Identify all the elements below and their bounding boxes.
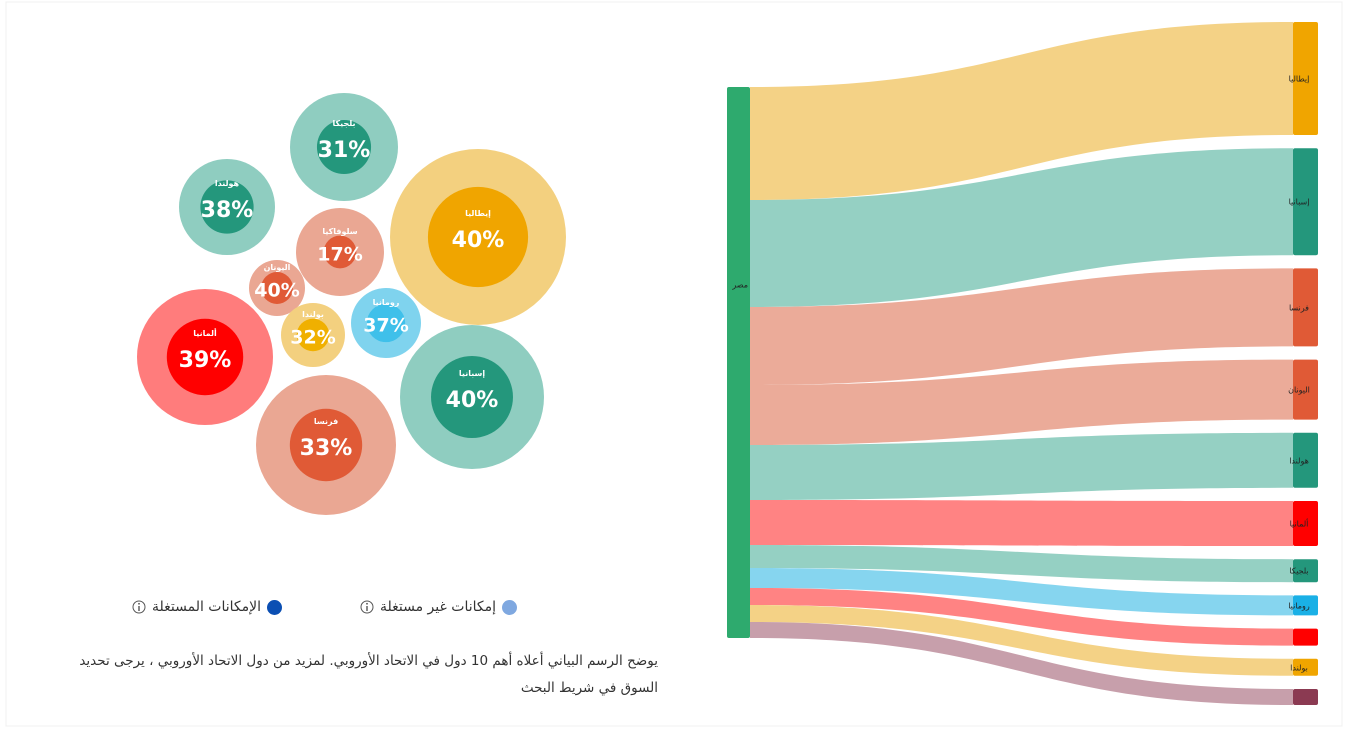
bubble-value-label: 33% — [300, 436, 353, 461]
sankey-node-label: فرنسا — [1289, 303, 1309, 312]
bubble-name: فرنسا — [314, 417, 338, 426]
legend-dot — [267, 599, 283, 615]
bubble-inner — [431, 356, 513, 438]
legend-label: إمكانات غير مستغلة — [380, 599, 497, 615]
bubble-value-label: 40% — [446, 388, 499, 413]
bubble-inner — [427, 186, 529, 288]
sankey-link — [750, 500, 1293, 546]
bubble-value-label: 40% — [254, 280, 299, 302]
sankey-node — [1293, 359, 1318, 420]
sankey-node — [727, 87, 750, 638]
legend-dot — [502, 599, 518, 615]
sankey-node — [1293, 22, 1318, 135]
sankey-link — [750, 22, 1293, 200]
sankey-link — [750, 622, 1293, 705]
sankey-node-label: اليونان — [1288, 386, 1310, 395]
sankey-node-label: هولندا — [1289, 456, 1309, 465]
bubble-name: هولندا — [215, 179, 240, 188]
sankey-link — [750, 148, 1293, 307]
legend-label: الإمكانات المستغلة — [152, 599, 262, 615]
bubble-value-label: 37% — [363, 315, 408, 337]
bubble-name: بولندا — [302, 310, 324, 319]
bubble-value-label: 38% — [201, 198, 254, 223]
sankey-node — [1293, 595, 1318, 616]
bubble-inner — [200, 180, 254, 234]
bubble-value-label: 40% — [452, 228, 505, 253]
bubble-name: إيطاليا — [465, 209, 491, 218]
bubble-name: ألمانيا — [193, 328, 217, 338]
sankey-link — [750, 588, 1293, 646]
sankey-node — [1293, 148, 1318, 256]
sankey-node — [1293, 658, 1318, 676]
info-icon[interactable] — [132, 600, 146, 614]
legend-item[interactable]: الإمكانات المستغلة — [132, 596, 283, 618]
legend-item[interactable]: إمكانات غير مستغلة — [360, 596, 518, 618]
bubble-inner — [366, 303, 406, 343]
bubble-name: بلجيكا — [333, 119, 356, 128]
sankey-link — [750, 605, 1293, 676]
sankey-node — [1293, 628, 1318, 646]
sankey-link — [750, 432, 1293, 500]
bubble-value-label: 32% — [290, 327, 335, 349]
bubble-value-label: 17% — [317, 244, 362, 266]
sankey-node-label: بولندا — [1290, 663, 1308, 672]
sankey-node-label: رومانيا — [1288, 601, 1310, 610]
sankey-link — [750, 545, 1293, 583]
bubble-inner — [316, 119, 372, 175]
sankey-node-label: ألمانيا — [1290, 519, 1309, 529]
info-icon[interactable] — [360, 600, 374, 614]
bubble-inner — [166, 318, 244, 396]
sankey-node-label: بلجيكا — [1289, 567, 1308, 576]
sankey-node-label: مصر — [731, 281, 748, 290]
caption: يوضح الرسم البياني أعلاه أهم 10 دول في ا… — [79, 653, 658, 696]
bubble-inner — [289, 408, 363, 482]
bubble-name: رومانيا — [373, 298, 400, 307]
bubble-inner — [261, 272, 293, 304]
sankey-node-label: إيطاليا — [1289, 75, 1310, 85]
bubble-name: إسبانيا — [459, 369, 485, 378]
sankey-link — [750, 568, 1293, 616]
sankey-node — [1293, 268, 1318, 347]
sankey-node — [1293, 559, 1318, 583]
bubble-value-label: 39% — [179, 348, 232, 373]
sankey-node — [1293, 689, 1318, 705]
sankey-link — [750, 268, 1293, 385]
sankey-link — [750, 359, 1293, 445]
sankey-node — [1293, 432, 1318, 488]
bubble-name: سلوفاكيا — [322, 227, 357, 236]
bubble-name: اليونان — [264, 263, 291, 272]
sankey-node-label: إسبانيا — [1289, 198, 1310, 208]
bubble-inner — [323, 235, 357, 269]
sankey-node — [1293, 501, 1318, 546]
bubble-inner — [296, 318, 330, 352]
bubble-value-label: 31% — [318, 138, 371, 163]
